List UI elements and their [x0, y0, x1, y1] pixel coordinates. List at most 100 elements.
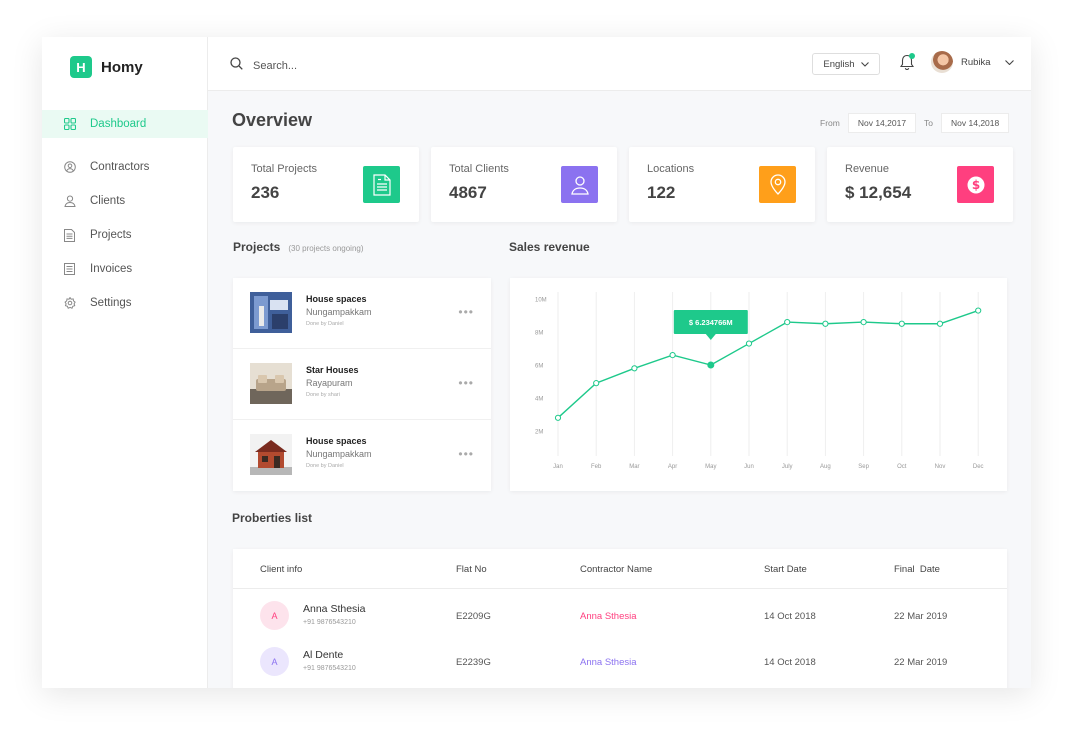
- document-icon: [63, 228, 76, 242]
- column-header[interactable]: Final Date: [894, 564, 940, 575]
- stat-value: $ 12,654: [845, 183, 912, 202]
- sidebar-item-label: Projects: [90, 229, 132, 241]
- table-header: Client info Flat No Contractor Name Star…: [233, 549, 1007, 589]
- contractor-name[interactable]: Anna Sthesia: [580, 611, 637, 622]
- projects-title-text: Projects: [233, 240, 281, 254]
- project-thumbnail: [250, 292, 292, 333]
- project-by: Done by shari: [306, 392, 340, 398]
- project-name: Star Houses: [306, 365, 359, 375]
- x-tick-label: Nov: [935, 464, 946, 470]
- projects-title: Projects (30 projects ongoing): [233, 240, 364, 254]
- x-tick-label: Apr: [668, 464, 677, 470]
- sidebar-item-clients[interactable]: Clients: [42, 184, 208, 218]
- list-item[interactable]: Star Houses Rayapuram Done by shari •••: [233, 349, 491, 420]
- data-point: [554, 414, 562, 421]
- column-header[interactable]: Start Date: [764, 564, 807, 575]
- to-label: To: [924, 118, 934, 128]
- y-tick-label: 2M: [535, 430, 543, 436]
- x-tick-label: Jun: [744, 464, 754, 470]
- from-date-input[interactable]: Nov 14,2017: [847, 113, 917, 133]
- map-pin-icon: [759, 166, 796, 203]
- start-date: 14 Oct 2018: [764, 657, 816, 668]
- search-input[interactable]: [253, 60, 433, 72]
- data-point: [975, 307, 982, 314]
- x-tick-label: Feb: [591, 464, 602, 470]
- x-tick-label: Sep: [858, 464, 869, 470]
- chevron-down-icon: [860, 59, 869, 70]
- x-tick-label: Jan: [553, 464, 563, 470]
- project-name: House spaces: [306, 294, 367, 304]
- search: [230, 57, 433, 75]
- project-thumbnail: [250, 363, 292, 404]
- notification-bell[interactable]: [899, 53, 916, 75]
- language-select[interactable]: English: [812, 53, 880, 75]
- sales-title: Sales revenue: [509, 240, 590, 254]
- brand-name: Homy: [101, 58, 143, 76]
- stat-label: Locations: [647, 163, 695, 175]
- y-tick-label: 6M: [535, 364, 543, 370]
- dollar-icon: $: [957, 166, 994, 203]
- client-name: Anna Sthesia: [303, 603, 366, 615]
- stat-cards: Total Projects 236 Total Clients 4867 Lo…: [233, 147, 1013, 222]
- svg-text:$: $: [971, 178, 979, 192]
- file-icon: [363, 166, 400, 203]
- brand[interactable]: H Homy: [70, 56, 143, 78]
- y-tick-label: 8M: [535, 331, 543, 337]
- grid-icon: [63, 118, 76, 131]
- user-icon: [561, 166, 598, 203]
- sidebar-item-contractors[interactable]: Contractors: [42, 150, 208, 184]
- tooltip-pointer: [705, 334, 716, 340]
- client-initial: A: [260, 647, 289, 676]
- stat-card-revenue[interactable]: Revenue $ 12,654 $: [827, 147, 1013, 222]
- invoice-icon: [63, 263, 76, 276]
- language-label: English: [823, 58, 855, 70]
- sidebar-item-dashboard[interactable]: Dashboard: [42, 110, 208, 138]
- more-icon[interactable]: •••: [458, 447, 474, 461]
- sales-chart-card: 2M 4M 6M 8M 10M Jan Feb Mar Apr May Jun July Aug Sep O…: [510, 278, 1007, 491]
- stat-value: 236: [251, 183, 280, 202]
- start-date: 14 Oct 2018: [764, 611, 816, 622]
- more-icon[interactable]: •••: [458, 305, 474, 319]
- project-by: Done by Daniel: [306, 463, 344, 469]
- data-point: [860, 319, 867, 326]
- x-tick-label: Oct: [897, 464, 907, 470]
- sidebar-item-label: Clients: [90, 195, 126, 207]
- search-icon[interactable]: [230, 57, 243, 75]
- sidebar: H Homy Dashboard Contractors Clients: [42, 37, 208, 688]
- data-point: [784, 319, 791, 326]
- client-phone: +91 9876543210: [303, 619, 356, 626]
- data-point: [822, 320, 829, 327]
- column-header[interactable]: Flat No: [456, 564, 487, 575]
- tooltip-value: $ 6.234766M: [689, 318, 733, 327]
- user-icon: [63, 195, 76, 208]
- column-header[interactable]: Client info: [260, 564, 303, 575]
- app-window: H Homy Dashboard Contractors Clients: [42, 37, 1031, 688]
- properties-title: Proberties list: [232, 511, 313, 525]
- stat-card-projects[interactable]: Total Projects 236: [233, 147, 419, 222]
- table-row[interactable]: A Al Dente +91 9876543210 E2239G Anna St…: [233, 637, 1007, 683]
- y-tick-label: 4M: [535, 397, 543, 403]
- final-date: 22 Mar 2019: [894, 657, 948, 668]
- projects-subtitle: (30 projects ongoing): [288, 244, 364, 253]
- sidebar-item-invoices[interactable]: Invoices: [42, 252, 208, 286]
- main-content: Overview From Nov 14,2017 To Nov 14,2018…: [208, 91, 1031, 688]
- sidebar-item-projects[interactable]: Projects: [42, 218, 208, 252]
- table-row[interactable]: A Anna Sthesia +91 9876543210 E2209G Ann…: [233, 591, 1007, 637]
- column-header[interactable]: Contractor Name: [580, 564, 653, 575]
- contractor-name[interactable]: Anna Sthesia: [580, 657, 637, 668]
- x-tick-label: Mar: [629, 464, 639, 470]
- sidebar-item-label: Contractors: [90, 161, 150, 173]
- stat-card-clients[interactable]: Total Clients 4867: [431, 147, 617, 222]
- list-item[interactable]: House spaces Nungampakkam Done by Daniel…: [233, 420, 491, 491]
- more-icon[interactable]: •••: [458, 376, 474, 390]
- stat-card-locations[interactable]: Locations 122: [629, 147, 815, 222]
- sidebar-item-settings[interactable]: Settings: [42, 286, 208, 320]
- user-circle-icon: [63, 161, 76, 174]
- client-name: Al Dente: [303, 649, 344, 661]
- list-item[interactable]: House spaces Nungampakkam Done by Daniel…: [233, 278, 491, 349]
- bell-icon: [899, 54, 915, 75]
- user-menu[interactable]: Rubika: [931, 51, 1014, 73]
- sidebar-item-label: Invoices: [90, 263, 133, 275]
- to-date-input[interactable]: Nov 14,2018: [941, 113, 1010, 133]
- chevron-down-icon: [1004, 57, 1014, 68]
